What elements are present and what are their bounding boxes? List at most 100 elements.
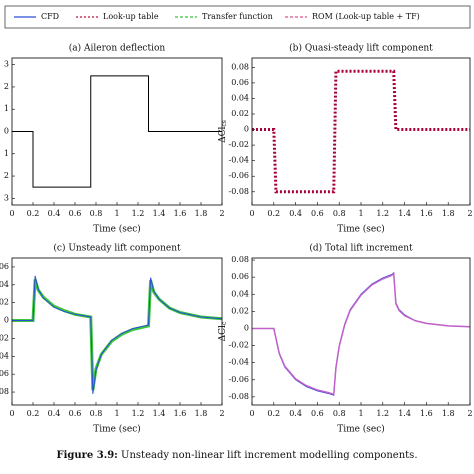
y-tick-label: 0 — [4, 316, 9, 325]
plot-frame — [251, 57, 471, 206]
x-tick-label: 1.2 — [376, 209, 389, 218]
x-tick-label: 0.8 — [90, 409, 103, 418]
y-tick-label: 0.06 — [231, 78, 249, 87]
legend-label: Look-up table — [103, 12, 159, 21]
x-tick-label: 0 — [249, 209, 254, 218]
y-axis-label-sub: cs — [221, 120, 228, 126]
data-line — [252, 272, 471, 396]
y-tick-label: 3 — [4, 193, 9, 202]
chart-title: (d) Total lift increment — [309, 243, 413, 254]
y-tick-label: 1 — [4, 149, 9, 158]
x-tick-label: 1.2 — [376, 409, 389, 418]
y-tick-label: 2 — [4, 171, 9, 180]
y-tick-label: 06 — [0, 262, 9, 271]
y-tick-label: 0 — [244, 125, 249, 134]
y-tick-label: -0.04 — [228, 358, 249, 367]
x-tick-label: 0.8 — [90, 209, 103, 218]
x-tick-label: 1.6 — [174, 209, 187, 218]
x-tick-label: 2 — [467, 209, 472, 218]
data-line — [12, 279, 223, 391]
data-line — [12, 275, 223, 394]
x-axis-label: Time (sec) — [93, 224, 141, 235]
legend-label: CFD — [41, 12, 59, 21]
caption-label: Figure 3.9: — [56, 450, 117, 461]
data-line — [252, 271, 471, 396]
x-tick-label: 0 — [9, 209, 14, 218]
caption-text: Unsteady non-linear lift increment model… — [121, 450, 417, 461]
chart-title: (a) Aileron deflection — [69, 43, 166, 54]
x-tick-label: 1.8 — [442, 209, 455, 218]
y-tick-label: 02 — [0, 298, 9, 307]
x-axis-label: Time (sec) — [337, 224, 385, 235]
x-tick-label: 0.6 — [69, 209, 82, 218]
x-tick-label: 1.8 — [195, 209, 208, 218]
x-tick-label: 0.4 — [289, 209, 302, 218]
x-axis-label: Time (sec) — [93, 424, 141, 435]
x-tick-label: 1 — [358, 409, 363, 418]
y-tick-label: -0.06 — [228, 375, 249, 384]
x-tick-label: 1.2 — [132, 409, 145, 418]
y-tick-label: 06 — [0, 369, 9, 378]
x-tick-label: 0.6 — [311, 409, 324, 418]
plot-frame — [251, 257, 471, 406]
y-tick-label: 04 — [0, 280, 9, 289]
y-tick-label: -0.08 — [228, 392, 249, 401]
x-tick-label: 2 — [219, 209, 224, 218]
x-axis-label: Time (sec) — [337, 424, 385, 435]
y-tick-label: 0 — [4, 127, 9, 136]
data-line — [12, 75, 222, 188]
x-tick-label: 0 — [9, 409, 14, 418]
y-axis-label-main: ΔCl — [218, 126, 228, 142]
x-tick-label: 0.4 — [289, 409, 302, 418]
x-tick-label: 1.4 — [398, 209, 411, 218]
x-tick-label: 0 — [249, 409, 254, 418]
y-tick-label: 0.04 — [231, 93, 249, 102]
y-tick-label: 02 — [0, 333, 9, 342]
y-tick-label: 0 — [244, 323, 249, 332]
x-tick-label: 0.2 — [27, 409, 40, 418]
y-tick-label: -0.06 — [228, 171, 249, 180]
legend-label: ROM (Look-up table + TF) — [312, 12, 420, 21]
y-axis-label-main: ΔCl — [218, 325, 228, 341]
legend-box — [4, 5, 471, 29]
y-axis-label: ΔClc — [218, 321, 228, 341]
chart-title: (b) Quasi-steady lift component — [289, 43, 433, 54]
y-tick-label: -0.02 — [228, 140, 249, 149]
y-axis-label-sub: c — [221, 321, 228, 325]
y-tick-label: 0.04 — [231, 289, 249, 298]
y-tick-label: 0.02 — [231, 109, 249, 118]
y-tick-label: -0.04 — [228, 156, 249, 165]
y-tick-label: -0.02 — [228, 341, 249, 350]
x-tick-label: 1 — [114, 209, 119, 218]
x-tick-label: 0.4 — [48, 209, 61, 218]
y-tick-label: 0.08 — [231, 255, 249, 264]
plot-frame — [11, 57, 223, 206]
x-tick-label: 1.4 — [153, 209, 166, 218]
x-tick-label: 0.8 — [333, 209, 346, 218]
x-tick-label: 0.2 — [267, 409, 280, 418]
x-tick-label: 0.8 — [333, 409, 346, 418]
x-tick-label: 0.6 — [69, 409, 82, 418]
x-tick-label: 1.8 — [195, 409, 208, 418]
x-tick-label: 0.6 — [311, 209, 324, 218]
y-tick-label: 3 — [4, 60, 9, 69]
x-tick-label: 1.6 — [420, 209, 433, 218]
y-tick-label: 04 — [0, 351, 9, 360]
x-tick-label: 1 — [358, 209, 363, 218]
x-tick-label: 0.2 — [27, 209, 40, 218]
data-line — [252, 69, 470, 194]
x-tick-label: 2 — [219, 409, 224, 418]
x-tick-label: 1.4 — [153, 409, 166, 418]
x-tick-label: 1.6 — [420, 409, 433, 418]
y-tick-label: 1 — [4, 104, 9, 113]
y-tick-label: 08 — [0, 387, 9, 396]
legend-label: Transfer function — [202, 12, 273, 21]
x-tick-label: 1.4 — [398, 409, 411, 418]
y-tick-label: 0.06 — [231, 272, 249, 281]
x-tick-label: 1.2 — [132, 209, 145, 218]
y-tick-label: 0.08 — [231, 62, 249, 71]
x-tick-label: 1 — [114, 409, 119, 418]
chart-title: (c) Unsteady lift component — [53, 243, 181, 254]
y-tick-label: 0.02 — [231, 306, 249, 315]
